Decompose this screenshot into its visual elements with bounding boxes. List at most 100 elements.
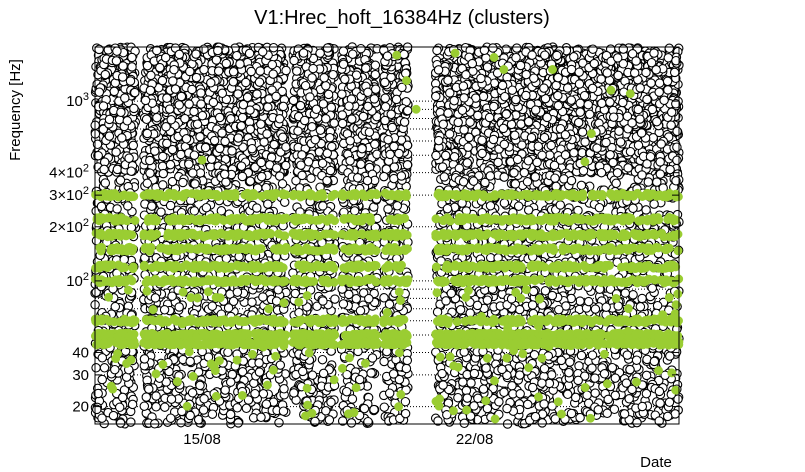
cluster-point bbox=[227, 369, 238, 380]
cluster-point bbox=[323, 89, 334, 100]
cluster-point bbox=[318, 296, 328, 306]
cluster-point bbox=[235, 59, 245, 69]
cluster-point bbox=[354, 374, 365, 385]
cluster-point bbox=[277, 179, 288, 189]
cluster-point bbox=[140, 95, 151, 106]
cluster-point bbox=[130, 87, 140, 98]
cluster-point bbox=[127, 399, 138, 410]
cluster-point bbox=[207, 301, 218, 311]
cluster-point bbox=[327, 141, 337, 152]
cluster-point bbox=[187, 84, 197, 95]
cluster-point bbox=[388, 369, 399, 379]
cluster-point bbox=[192, 119, 203, 129]
cluster-point bbox=[120, 93, 130, 103]
cluster-point bbox=[214, 112, 225, 123]
cluster-point bbox=[326, 102, 337, 113]
cluster-point bbox=[151, 391, 161, 401]
cluster-point bbox=[245, 124, 256, 135]
cluster-point bbox=[242, 92, 253, 103]
cluster-point bbox=[112, 46, 122, 56]
cluster-point bbox=[380, 102, 391, 112]
cluster-point bbox=[100, 69, 111, 80]
cluster-point bbox=[190, 179, 200, 189]
cluster-point bbox=[357, 143, 367, 154]
cluster-point bbox=[307, 73, 317, 83]
cluster-point bbox=[244, 48, 255, 59]
cluster-point bbox=[236, 121, 247, 131]
cluster-point bbox=[115, 175, 126, 186]
cluster-point bbox=[399, 117, 410, 127]
cluster-point bbox=[126, 166, 136, 176]
cluster-point bbox=[321, 114, 331, 124]
cluster-point bbox=[292, 66, 302, 76]
cluster-point bbox=[180, 113, 190, 124]
cluster-point bbox=[237, 171, 248, 182]
cluster-point bbox=[310, 134, 320, 145]
cluster-point bbox=[165, 159, 176, 170]
cluster-point bbox=[181, 134, 192, 144]
cluster-point bbox=[289, 388, 299, 398]
cluster-point bbox=[167, 144, 178, 155]
cluster-point bbox=[94, 87, 105, 97]
cluster-point bbox=[104, 131, 115, 141]
cluster-point bbox=[268, 42, 279, 53]
cluster-point bbox=[174, 302, 184, 312]
cluster-point bbox=[328, 69, 338, 80]
cluster-point bbox=[318, 201, 328, 211]
cluster-point bbox=[116, 107, 126, 118]
cluster-point bbox=[268, 69, 278, 79]
cluster-point bbox=[356, 159, 366, 170]
cluster-point bbox=[127, 52, 137, 63]
cluster-point bbox=[347, 49, 358, 59]
cluster-point bbox=[211, 55, 222, 65]
cluster-point bbox=[176, 417, 186, 428]
cluster-point bbox=[363, 416, 373, 427]
cluster-point bbox=[124, 153, 134, 163]
cluster-point bbox=[164, 104, 175, 114]
cluster-point bbox=[237, 112, 248, 123]
cluster-point bbox=[115, 418, 126, 428]
cluster-point bbox=[384, 299, 395, 310]
cluster-point bbox=[155, 62, 165, 73]
cluster-point bbox=[228, 67, 239, 77]
cluster-point bbox=[387, 122, 398, 133]
cluster-point bbox=[128, 140, 139, 151]
cluster-point bbox=[178, 177, 188, 188]
cluster-point bbox=[317, 354, 328, 365]
cluster-point bbox=[110, 301, 121, 312]
cluster-point bbox=[142, 178, 153, 189]
cluster-point bbox=[338, 46, 349, 56]
cluster-point bbox=[104, 114, 115, 125]
cluster-point bbox=[401, 363, 412, 374]
cluster-point bbox=[383, 134, 393, 145]
cluster-point bbox=[351, 294, 362, 304]
cluster-point bbox=[379, 171, 389, 182]
y-axis-label: Frequency [Hz] bbox=[7, 59, 24, 161]
cluster-point bbox=[366, 368, 376, 378]
cluster-point bbox=[297, 150, 307, 160]
cluster-point bbox=[274, 171, 285, 181]
cluster-point bbox=[300, 80, 311, 91]
cluster-point bbox=[370, 69, 381, 80]
cluster-point bbox=[269, 139, 279, 150]
cluster-point bbox=[189, 206, 200, 216]
cluster-point bbox=[209, 135, 220, 146]
cluster-point bbox=[198, 405, 209, 415]
cluster-point bbox=[122, 116, 133, 126]
cluster-point bbox=[176, 149, 186, 160]
cluster-point bbox=[197, 110, 208, 121]
cluster-point bbox=[169, 64, 179, 75]
cluster-point bbox=[392, 201, 403, 211]
cluster-point bbox=[245, 176, 256, 186]
cluster-point bbox=[206, 78, 216, 88]
cluster-point bbox=[329, 118, 339, 128]
cluster-point bbox=[217, 88, 228, 99]
cluster-point bbox=[247, 143, 257, 154]
cluster-point bbox=[213, 45, 223, 56]
cluster-point bbox=[96, 201, 107, 212]
cluster-point bbox=[349, 206, 360, 216]
cluster-point bbox=[97, 413, 107, 423]
cluster-point bbox=[108, 410, 119, 421]
cluster-point bbox=[274, 114, 285, 124]
